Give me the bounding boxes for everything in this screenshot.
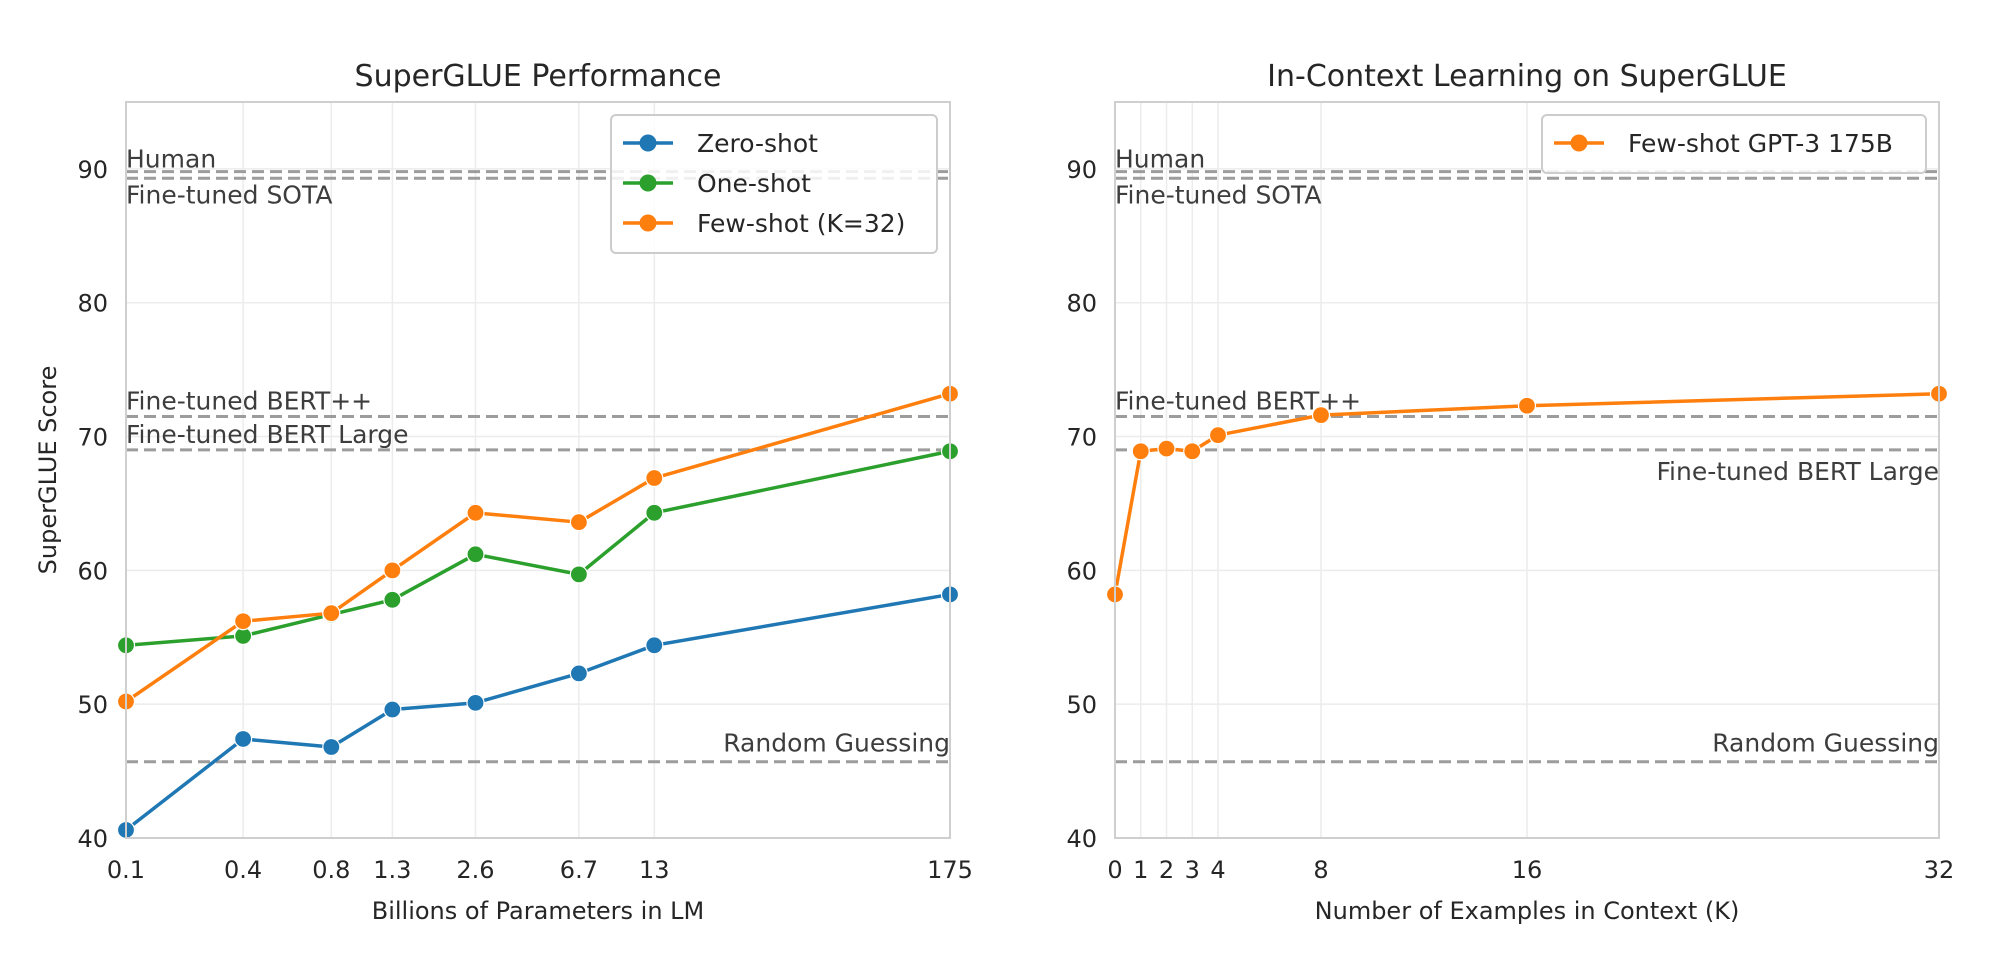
data-point (466, 693, 485, 712)
reference-label: Fine-tuned SOTA (1115, 180, 1321, 209)
data-point (466, 503, 485, 522)
data-point (645, 468, 664, 488)
y-tick-label: 60 (1066, 557, 1097, 585)
chart-title: SuperGLUE Performance (355, 59, 722, 94)
reference-label: Random Guessing (1712, 729, 1939, 758)
data-point (1157, 439, 1176, 458)
plot-frame (1114, 101, 1940, 839)
x-tick-label: 1 (1133, 856, 1148, 884)
legend-swatch-marker (639, 134, 657, 152)
legend-label: Zero-shot (697, 129, 818, 158)
legend-box (610, 114, 938, 254)
legend-swatch-marker (639, 174, 657, 192)
x-tick-label: 0.1 (107, 856, 145, 884)
x-tick-label: 4 (1210, 856, 1225, 884)
x-tick-label: 0 (1107, 856, 1122, 884)
x-tick-label: 3 (1185, 856, 1200, 884)
data-point (322, 604, 341, 623)
x-tick-label: 6.7 (560, 856, 598, 884)
x-tick-label: 2.6 (456, 856, 494, 884)
data-point (1183, 442, 1202, 461)
y-tick-label: 80 (1066, 290, 1097, 318)
data-point (1517, 396, 1537, 415)
reference-label: Fine-tuned BERT++ (126, 386, 372, 415)
y-tick-label: 90 (1066, 156, 1097, 184)
data-point (1311, 406, 1331, 425)
legend-swatch-marker (639, 214, 657, 232)
y-tick-label: 70 (77, 424, 108, 452)
x-axis-label: Number of Examples in Context (K) (1315, 897, 1740, 925)
data-point (569, 565, 588, 584)
data-point (645, 636, 664, 655)
x-tick-label: 8 (1313, 856, 1328, 884)
reference-label: Fine-tuned SOTA (126, 180, 332, 209)
reference-label: Random Guessing (723, 729, 950, 758)
reference-label: Fine-tuned BERT Large (126, 420, 409, 449)
x-tick-label: 2 (1159, 856, 1174, 884)
data-point (234, 729, 253, 749)
legend-label: Few-shot GPT-3 175B (1628, 129, 1893, 158)
series-line (125, 449, 951, 648)
legend-swatch-marker (1570, 134, 1588, 152)
data-point (234, 612, 253, 631)
legend-label: One-shot (697, 169, 811, 198)
y-tick-label: 90 (77, 156, 108, 184)
y-tick-label: 50 (1066, 691, 1097, 719)
data-point (569, 664, 588, 683)
y-tick-label: 60 (77, 557, 108, 585)
data-point (466, 545, 485, 564)
data-point (383, 561, 402, 580)
reference-label: Human (1115, 145, 1205, 174)
plot-frame (125, 101, 951, 839)
y-tick-label: 70 (1066, 424, 1097, 452)
x-tick-label: 0.8 (312, 856, 350, 884)
x-tick-label: 1.3 (373, 856, 411, 884)
legend-box (1541, 114, 1927, 174)
y-tick-label: 80 (77, 290, 108, 318)
data-point (569, 513, 588, 532)
reference-label: Human (126, 145, 216, 174)
data-point (1131, 442, 1150, 461)
y-axis-label: SuperGLUE Score (34, 366, 62, 575)
y-tick-label: 50 (77, 691, 108, 719)
series-line (124, 592, 951, 832)
x-tick-label: 16 (1512, 856, 1543, 884)
x-tick-label: 13 (639, 856, 670, 884)
series-line (125, 392, 951, 703)
data-point (322, 737, 341, 757)
data-point (383, 700, 402, 719)
data-point (1208, 426, 1228, 445)
x-tick-label: 175 (927, 856, 973, 884)
reference-label: Fine-tuned BERT Large (1657, 457, 1940, 486)
y-tick-label: 40 (1066, 825, 1097, 853)
x-tick-label: 32 (1924, 856, 1955, 884)
x-tick-label: 0.4 (224, 856, 262, 884)
legend-label: Few-shot (K=32) (697, 209, 905, 238)
y-tick-label: 40 (77, 825, 108, 853)
x-axis-label: Billions of Parameters in LM (372, 897, 705, 925)
data-point (645, 503, 664, 522)
chart-title: In-Context Learning on SuperGLUE (1267, 59, 1787, 94)
data-point (383, 590, 402, 609)
